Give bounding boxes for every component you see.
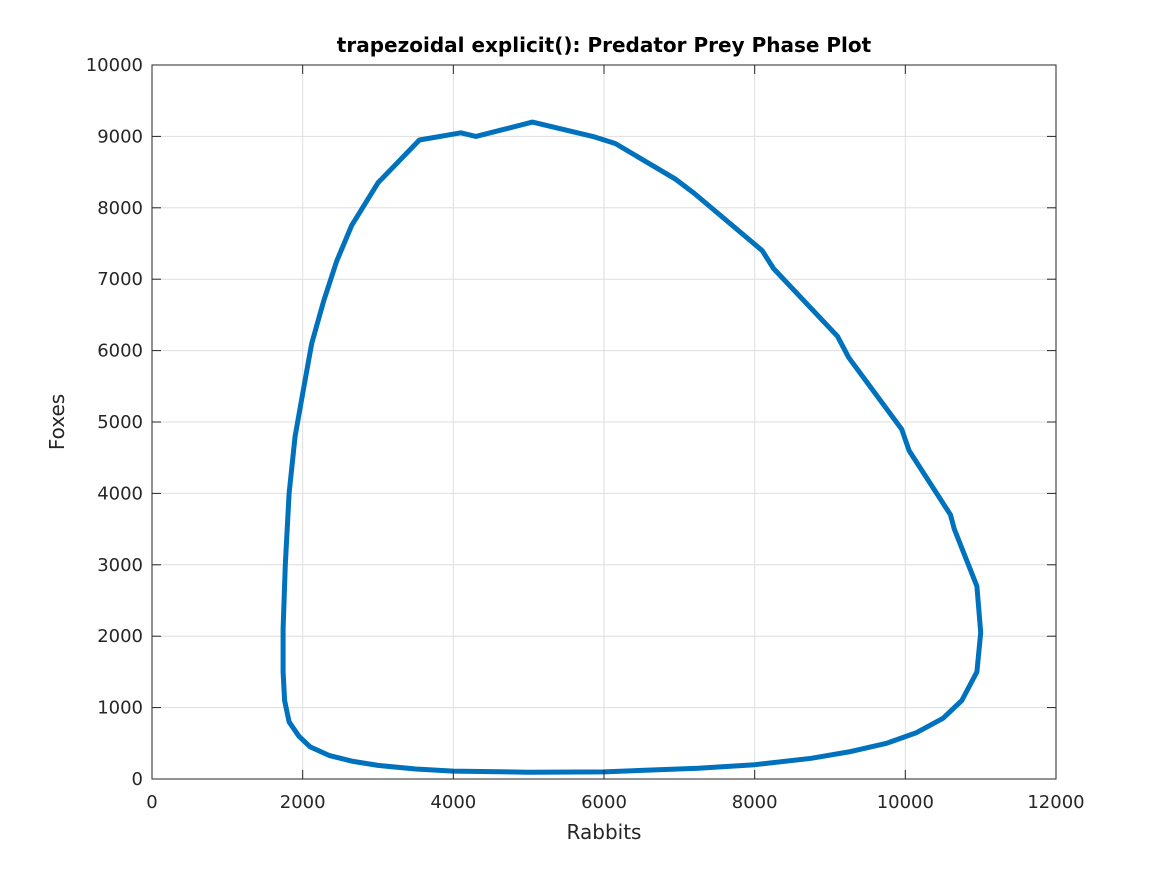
y-tick-label: 8000 — [97, 198, 143, 219]
y-tick-label: 3000 — [97, 555, 143, 576]
series-line — [280, 119, 984, 775]
x-tick-label: 8000 — [732, 792, 778, 813]
y-tick-label: 7000 — [97, 269, 143, 290]
y-tick-label: 9000 — [97, 126, 143, 147]
chart-title: trapezoidal explicit(): Predator Prey Ph… — [337, 33, 872, 57]
y-tick-label: 10000 — [86, 55, 143, 76]
y-tick-label: 0 — [132, 769, 143, 790]
x-tick-label: 0 — [146, 792, 157, 813]
y-tick-label: 6000 — [97, 341, 143, 362]
x-tick-label: 4000 — [430, 792, 476, 813]
x-tick-label: 10000 — [877, 792, 934, 813]
y-tick-label: 5000 — [97, 412, 143, 433]
y-axis-label: Foxes — [45, 394, 69, 450]
y-tick-label: 4000 — [97, 483, 143, 504]
y-tick-label: 2000 — [97, 626, 143, 647]
x-tick-label: 2000 — [280, 792, 326, 813]
x-tick-label: 6000 — [581, 792, 627, 813]
grid — [151, 64, 1057, 780]
x-tick-label: 12000 — [1027, 792, 1084, 813]
x-axis-label: Rabbits — [567, 820, 642, 844]
axis-ticks: 0 2000 4000 6000 8000 10000 12000 0 1000 2000 3000… — [86, 55, 1085, 813]
y-tick-label: 1000 — [97, 698, 143, 719]
plot-area — [280, 119, 984, 775]
